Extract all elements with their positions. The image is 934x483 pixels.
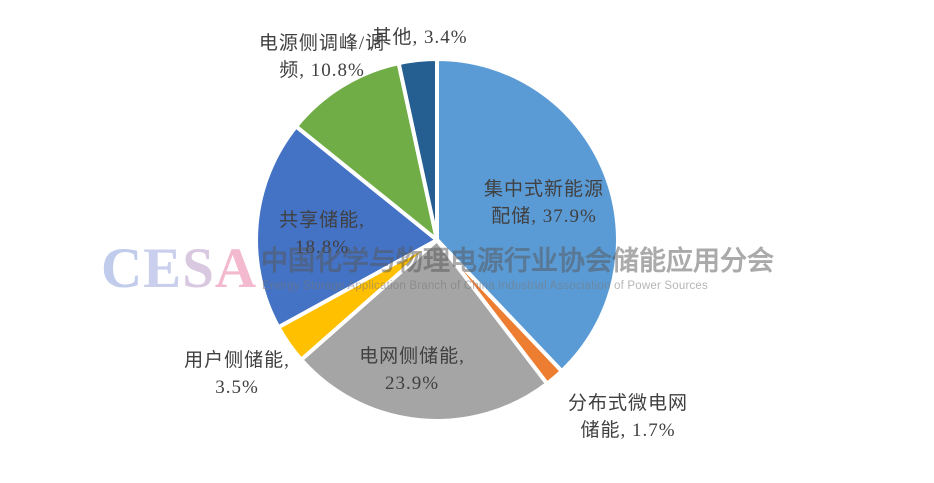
pie-slice-0[interactable] [435, 56, 620, 374]
slice-label-2: 电网侧储能, 23.9% [359, 346, 465, 394]
pie-slice-4[interactable] [254, 123, 441, 330]
slice-label-6: 其他, 3.4% [372, 27, 468, 48]
slice-label-0: 集中式新能源 配储, 37.9% [483, 179, 605, 227]
slice-label-5: 电源侧调峰/调 频, 10.8% [258, 33, 386, 81]
pie-slice-5[interactable] [293, 60, 441, 246]
slice-label-1: 分布式微电网 储能, 1.7% [567, 393, 689, 441]
pie-slice-2[interactable] [298, 237, 550, 423]
slice-label-3: 用户侧储能, 3.5% [184, 350, 290, 398]
pie-slice-6[interactable] [396, 56, 439, 241]
slice-label-4: 共享储能, 18.8% [279, 210, 365, 258]
